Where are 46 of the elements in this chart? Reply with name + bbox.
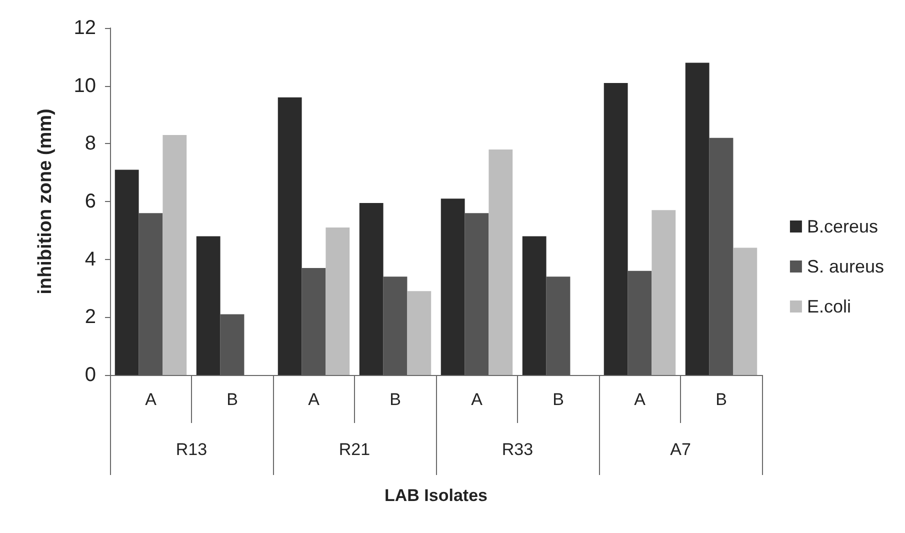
bar	[359, 202, 384, 375]
bar	[652, 210, 676, 375]
bar	[488, 149, 513, 375]
bar	[604, 82, 628, 375]
legend-label: S. aureus	[806, 256, 884, 276]
bar	[685, 62, 710, 375]
y-tick-label: 6	[84, 190, 96, 212]
x-tick-label: B	[390, 390, 401, 409]
bar	[220, 314, 244, 375]
bar	[440, 198, 465, 375]
y-axis-title: inhibition zone (mm)	[35, 108, 56, 294]
x-tick-label: A	[471, 390, 484, 409]
bar	[709, 138, 734, 375]
text: A7	[670, 440, 691, 459]
x-tick-label: B	[716, 390, 727, 409]
x-tick-label: A	[308, 390, 320, 409]
bar	[464, 213, 489, 375]
text: R13	[176, 440, 208, 459]
bar	[114, 170, 139, 375]
y-tick-label: 4	[84, 248, 96, 270]
x-tick-label: B	[552, 390, 564, 409]
bar	[628, 270, 652, 375]
bar	[196, 236, 220, 375]
x-tick-label: A	[634, 390, 646, 409]
y-tick-label: 10	[74, 74, 96, 97]
bar	[522, 236, 546, 375]
x-axis-title: LAB Isolates	[384, 486, 488, 505]
bar	[138, 213, 163, 375]
x-tick-label: A	[145, 390, 158, 409]
bar	[407, 291, 432, 375]
bar	[326, 228, 350, 375]
y-tick-label: 12	[74, 17, 96, 39]
y-tick-label: 0	[84, 364, 96, 386]
text: R21	[338, 440, 370, 459]
x-tick-label: B	[226, 390, 238, 409]
y-tick-label: 8	[84, 132, 96, 155]
bar	[302, 268, 326, 375]
bar	[383, 276, 408, 375]
bar	[546, 276, 570, 375]
legend-label: E.coli	[806, 296, 851, 316]
bar	[278, 97, 302, 375]
legend-label: B.cereus	[806, 216, 878, 236]
text: R33	[502, 440, 534, 459]
bar	[733, 248, 758, 375]
bar	[162, 134, 187, 375]
y-tick-label: 2	[84, 306, 96, 328]
